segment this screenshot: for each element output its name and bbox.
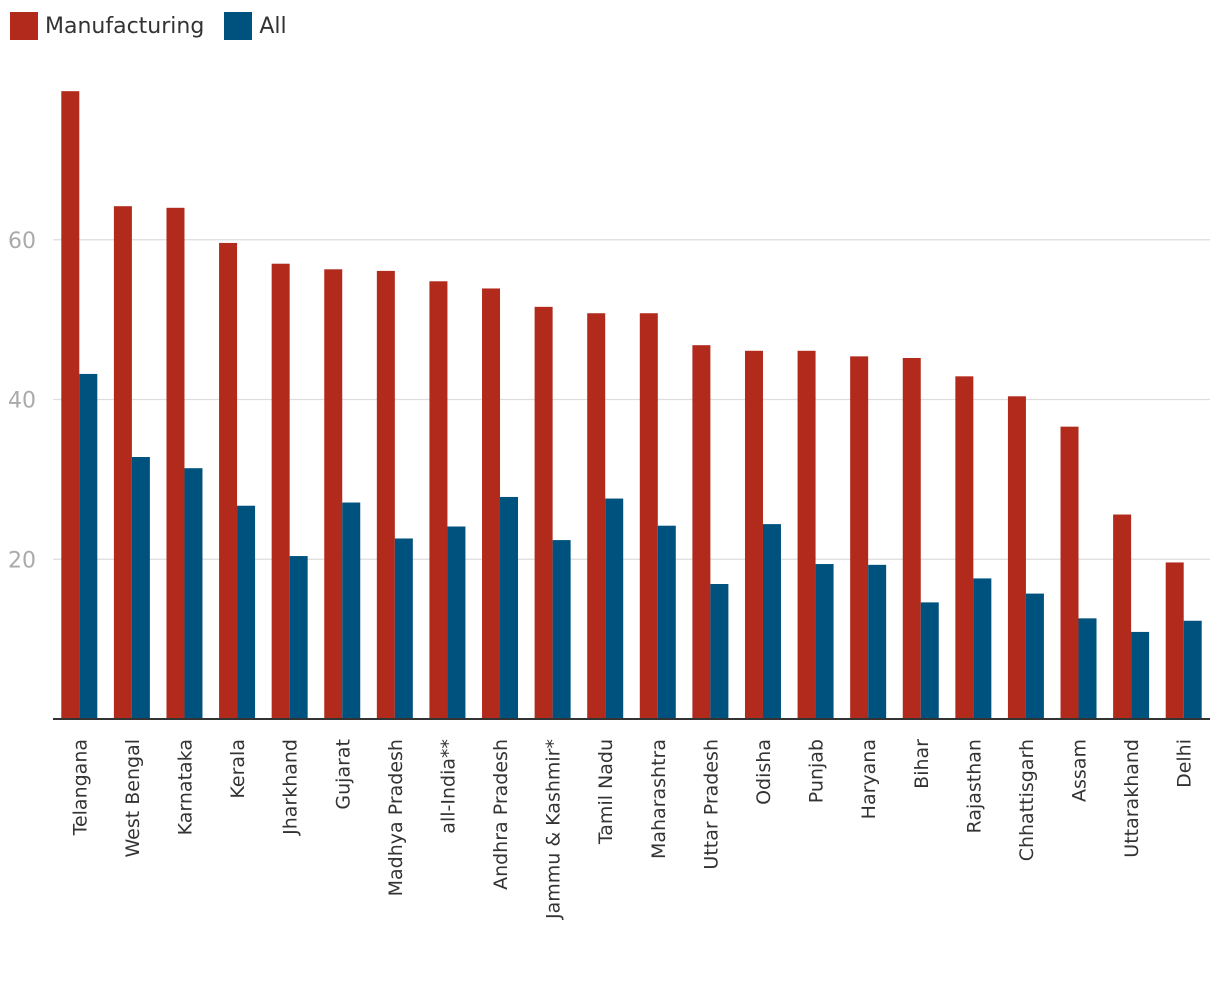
x-tick-label-12: Uttar Pradesh xyxy=(700,739,722,870)
bar-manufacturing-6[interactable] xyxy=(376,270,395,719)
bar-manufacturing-0[interactable] xyxy=(61,91,80,720)
x-tick-label-1: West Bengal xyxy=(122,739,144,858)
x-tick-label-11: Maharashtra xyxy=(648,739,670,859)
x-tick-label-10: Tamil Nadu xyxy=(595,739,617,845)
bar-all-3[interactable] xyxy=(237,505,256,719)
bar-manufacturing-10[interactable] xyxy=(587,313,606,719)
bar-manufacturing-15[interactable] xyxy=(850,356,869,719)
legend-label-manufacturing: Manufacturing xyxy=(45,13,205,39)
bar-manufacturing-7[interactable] xyxy=(429,281,448,719)
bar-all-2[interactable] xyxy=(184,468,203,719)
bar-all-4[interactable] xyxy=(289,556,308,719)
bar-all-18[interactable] xyxy=(1025,593,1044,719)
x-tick-label-5: Gujarat xyxy=(332,739,354,810)
label-layer: 20 40 60 Telangana West Bengal Karnataka Keral… xyxy=(8,229,1196,920)
bar-all-13[interactable] xyxy=(762,524,781,719)
y-tick-label-20: 20 xyxy=(8,548,36,573)
x-tick-label-21: Delhi xyxy=(1174,739,1196,788)
x-tick-label-18: Chhattisgarh xyxy=(1016,739,1038,861)
bar-manufacturing-16[interactable] xyxy=(902,357,921,719)
bar-manufacturing-4[interactable] xyxy=(271,263,290,719)
bar-all-5[interactable] xyxy=(342,502,361,719)
y-tick-label-40: 40 xyxy=(8,389,36,414)
bar-all-14[interactable] xyxy=(815,564,834,719)
x-tick-label-4: Jharkhand xyxy=(280,739,302,836)
bar-manufacturing-19[interactable] xyxy=(1060,426,1079,719)
bar-manufacturing-9[interactable] xyxy=(534,306,553,719)
bar-all-11[interactable] xyxy=(657,525,676,719)
x-tick-label-0: Telangana xyxy=(69,739,91,836)
x-tick-label-9: Jammu & Kashmir* xyxy=(543,739,565,920)
x-tick-label-2: Karnataka xyxy=(174,739,196,835)
bar-all-8[interactable] xyxy=(500,496,519,719)
bar-manufacturing-21[interactable] xyxy=(1165,562,1184,719)
bar-manufacturing-18[interactable] xyxy=(1007,396,1026,719)
bar-manufacturing-11[interactable] xyxy=(639,313,658,719)
bar-manufacturing-14[interactable] xyxy=(797,350,816,719)
bar-all-7[interactable] xyxy=(447,526,466,719)
bar-manufacturing-12[interactable] xyxy=(692,345,711,719)
bar-all-12[interactable] xyxy=(710,584,729,719)
bar-manufacturing-13[interactable] xyxy=(744,350,763,719)
legend-item-manufacturing[interactable]: Manufacturing xyxy=(10,12,204,40)
x-tick-label-8: Andhra Pradesh xyxy=(490,739,512,890)
bar-all-16[interactable] xyxy=(920,602,939,719)
bar-all-19[interactable] xyxy=(1078,618,1097,719)
x-tick-label-19: Assam xyxy=(1069,739,1091,802)
x-tick-label-20: Uttarakhand xyxy=(1121,739,1143,858)
bar-all-20[interactable] xyxy=(1131,631,1150,719)
legend: Manufacturing All xyxy=(10,12,307,40)
legend-swatch-manufacturing xyxy=(10,12,38,40)
legend-item-all[interactable]: All xyxy=(224,12,287,40)
bar-manufacturing-20[interactable] xyxy=(1113,514,1132,719)
bar-all-6[interactable] xyxy=(394,538,413,719)
bar-all-1[interactable] xyxy=(131,457,150,719)
legend-label-all: All xyxy=(259,13,287,39)
bar-all-10[interactable] xyxy=(605,498,624,719)
x-tick-label-3: Kerala xyxy=(227,739,249,799)
bar-layer xyxy=(61,91,1202,720)
bar-all-0[interactable] xyxy=(79,373,98,719)
bar-manufacturing-1[interactable] xyxy=(113,206,132,719)
bar-manufacturing-3[interactable] xyxy=(219,242,238,719)
x-tick-label-13: Odisha xyxy=(753,739,775,805)
x-tick-label-7: all-India** xyxy=(437,739,459,834)
bar-manufacturing-5[interactable] xyxy=(324,269,343,719)
x-tick-label-16: Bihar xyxy=(911,739,933,789)
bar-all-9[interactable] xyxy=(552,540,571,719)
x-tick-label-14: Punjab xyxy=(806,739,828,803)
bar-all-17[interactable] xyxy=(973,578,992,719)
bar-all-15[interactable] xyxy=(868,564,887,719)
x-tick-label-15: Haryana xyxy=(858,739,880,819)
legend-swatch-all xyxy=(224,12,253,40)
x-tick-label-6: Madhya Pradesh xyxy=(385,739,407,896)
bar-manufacturing-2[interactable] xyxy=(166,207,185,720)
bar-manufacturing-17[interactable] xyxy=(955,376,974,719)
bar-all-21[interactable] xyxy=(1183,620,1202,719)
x-tick-label-17: Rajasthan xyxy=(963,739,985,833)
bar-manufacturing-8[interactable] xyxy=(482,288,501,719)
y-tick-label-60: 60 xyxy=(8,229,36,254)
